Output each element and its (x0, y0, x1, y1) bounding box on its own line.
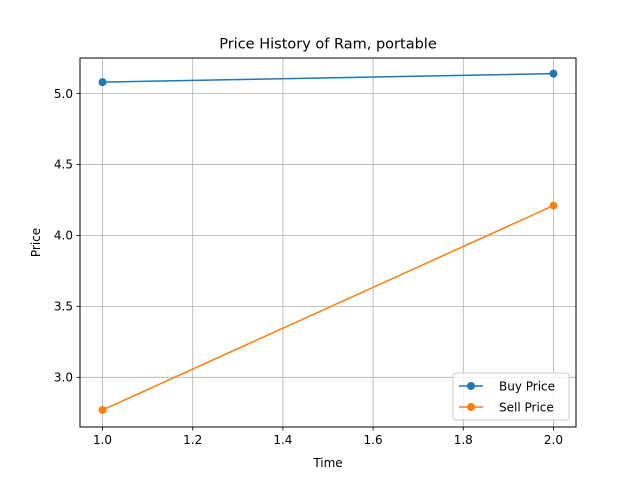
legend-label: Sell Price (499, 400, 554, 414)
x-tick-label: 2.0 (544, 433, 563, 447)
legend-box (452, 372, 570, 421)
plot-frame (79, 57, 577, 428)
x-tick-label: 1.4 (273, 433, 292, 447)
data-point (549, 201, 558, 210)
data-point (549, 69, 558, 78)
data-point (98, 405, 107, 414)
legend-label: Buy Price (499, 379, 555, 393)
x-axis-label: Time (312, 456, 342, 470)
y-tick-label: 3.0 (54, 371, 73, 385)
y-tick-label: 5.0 (54, 87, 73, 101)
y-axis-label: Price (29, 228, 43, 257)
y-tick-label: 4.5 (54, 158, 73, 172)
series-line (102, 204, 554, 411)
x-tick-label: 1.2 (183, 433, 202, 447)
legend: Buy Price Sell Price (452, 372, 570, 421)
grid (80, 58, 576, 427)
y-tick-label: 3.5 (54, 300, 73, 314)
series-layer (98, 69, 558, 414)
x-tick-label: 1.6 (364, 433, 383, 447)
chart-title: Price History of Ram, portable (219, 37, 437, 53)
x-tick-label: 1.0 (93, 433, 112, 447)
y-tick-label: 4.0 (54, 229, 73, 243)
data-point (98, 78, 107, 87)
legend-marker (467, 382, 475, 390)
x-axis: 1.0 1.2 1.4 1.6 1.8 2.0 (93, 427, 563, 447)
legend-marker (467, 403, 475, 411)
y-axis: 3.0 3.5 4.0 4.5 5.0 (54, 87, 80, 385)
x-tick-label: 1.8 (454, 433, 473, 447)
series-line (102, 72, 554, 83)
